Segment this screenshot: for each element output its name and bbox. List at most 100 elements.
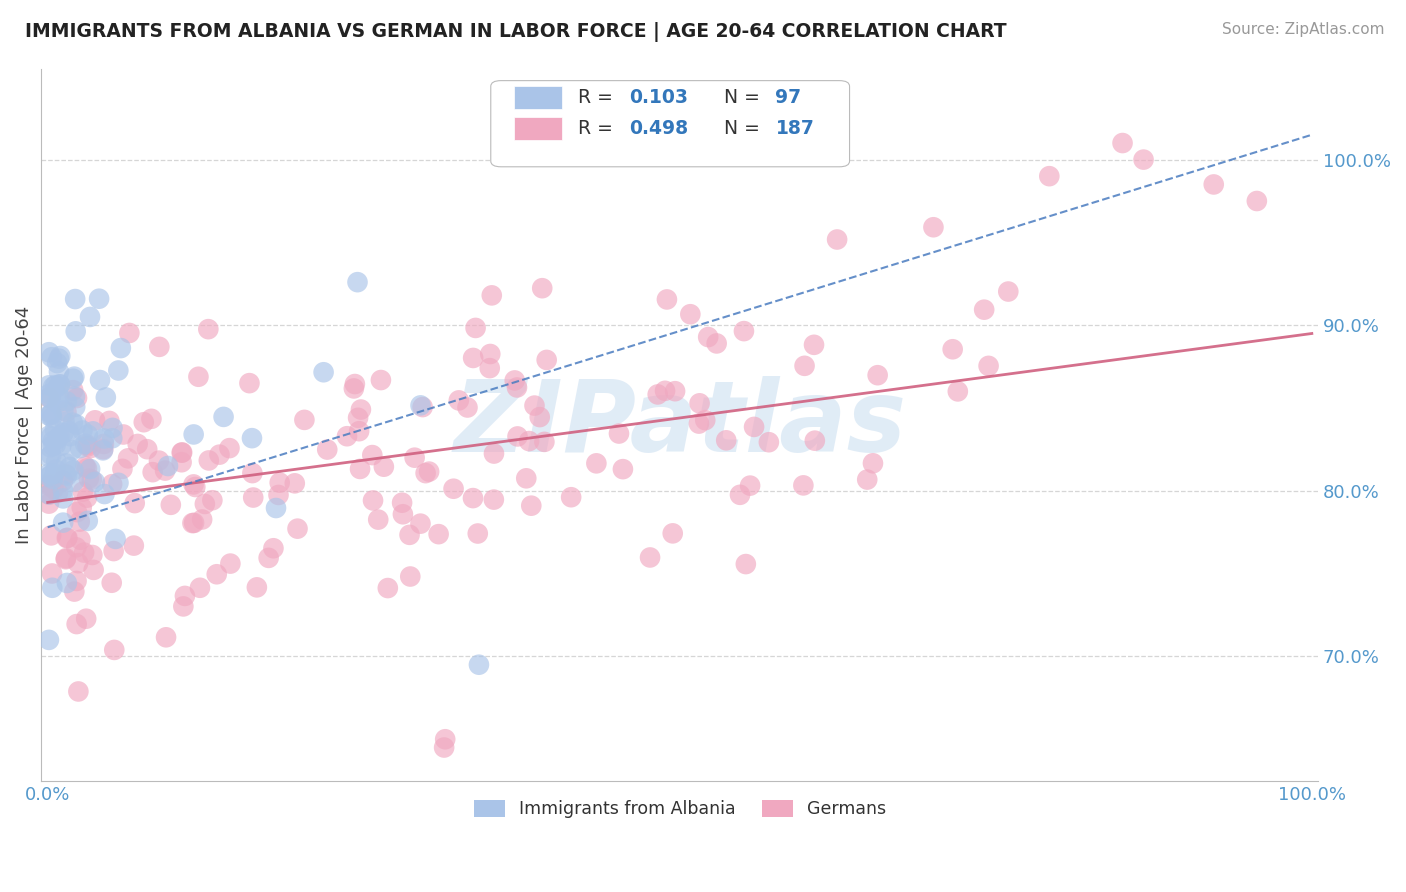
Point <box>72 484 94 499</box>
Point <box>82 425 104 439</box>
FancyBboxPatch shape <box>513 87 562 109</box>
Point <box>65 541 87 555</box>
Point <box>533 434 555 449</box>
Point <box>111 462 134 476</box>
Point <box>443 482 465 496</box>
Point <box>191 512 214 526</box>
Point <box>804 434 827 448</box>
Point <box>48 391 70 405</box>
Point <box>132 415 155 429</box>
Point <box>67 556 90 570</box>
Point <box>53 415 76 429</box>
Point <box>65 574 87 588</box>
Point <box>758 435 780 450</box>
Point <box>336 429 359 443</box>
Point <box>38 632 60 647</box>
Point <box>181 516 204 530</box>
Point <box>98 414 121 428</box>
Point <box>172 445 194 459</box>
Point <box>398 528 420 542</box>
Point <box>212 409 235 424</box>
Point <box>76 438 98 452</box>
Point <box>38 378 60 392</box>
Text: Source: ZipAtlas.com: Source: ZipAtlas.com <box>1222 22 1385 37</box>
Point <box>124 496 146 510</box>
Point <box>65 417 87 432</box>
Point <box>246 580 269 594</box>
Point <box>46 380 69 394</box>
Point <box>38 345 60 359</box>
Point <box>343 381 366 395</box>
Point <box>42 434 65 448</box>
Point <box>856 473 879 487</box>
Point <box>142 465 165 479</box>
Point <box>346 275 368 289</box>
Text: IMMIGRANTS FROM ALBANIA VS GERMAN IN LABOR FORCE | AGE 20-64 CORRELATION CHART: IMMIGRANTS FROM ALBANIA VS GERMAN IN LAB… <box>25 22 1007 42</box>
Point <box>205 567 228 582</box>
Point <box>38 467 60 481</box>
Point <box>427 527 450 541</box>
Point <box>63 292 86 306</box>
Text: R =: R = <box>578 119 619 138</box>
Point <box>264 501 287 516</box>
Point <box>62 463 84 477</box>
Point <box>56 468 79 483</box>
Point <box>997 285 1019 299</box>
Point <box>117 451 139 466</box>
Point <box>728 488 751 502</box>
Point <box>101 421 124 435</box>
Point <box>349 462 371 476</box>
Point <box>367 513 389 527</box>
Text: N =: N = <box>724 119 766 138</box>
Point <box>48 429 70 443</box>
Point <box>45 454 67 468</box>
Point <box>41 410 63 425</box>
Point <box>63 584 86 599</box>
Point <box>183 516 205 530</box>
Point <box>404 450 426 465</box>
Point <box>734 557 756 571</box>
Point <box>141 412 163 426</box>
Point <box>100 575 122 590</box>
Point <box>350 402 373 417</box>
Point <box>208 448 231 462</box>
Point <box>647 387 669 401</box>
Point <box>153 464 176 478</box>
Point <box>461 491 484 505</box>
Point <box>866 368 889 383</box>
Point <box>468 657 491 672</box>
Point <box>159 498 181 512</box>
Point <box>218 441 240 455</box>
Point <box>361 493 384 508</box>
Point <box>520 499 543 513</box>
Point <box>63 475 86 489</box>
Point <box>370 373 392 387</box>
Point <box>825 232 848 246</box>
Text: 97: 97 <box>776 88 801 107</box>
Point <box>67 684 90 698</box>
Point <box>59 429 82 443</box>
Point <box>503 373 526 387</box>
Point <box>38 469 60 483</box>
Point <box>447 393 470 408</box>
Point <box>456 401 478 415</box>
Point <box>479 347 502 361</box>
Point <box>84 413 107 427</box>
Text: 187: 187 <box>776 119 814 138</box>
Point <box>803 338 825 352</box>
Point <box>52 474 75 488</box>
Point <box>464 321 486 335</box>
Point <box>48 365 70 379</box>
Point <box>391 496 413 510</box>
Point <box>73 546 96 560</box>
Point <box>240 466 263 480</box>
Point <box>52 403 75 417</box>
Point <box>373 459 395 474</box>
Point <box>65 324 87 338</box>
Text: 0.103: 0.103 <box>628 88 688 107</box>
Point <box>585 456 607 470</box>
Point <box>219 557 242 571</box>
Point <box>689 396 711 410</box>
Point <box>242 491 264 505</box>
Point <box>262 541 284 556</box>
